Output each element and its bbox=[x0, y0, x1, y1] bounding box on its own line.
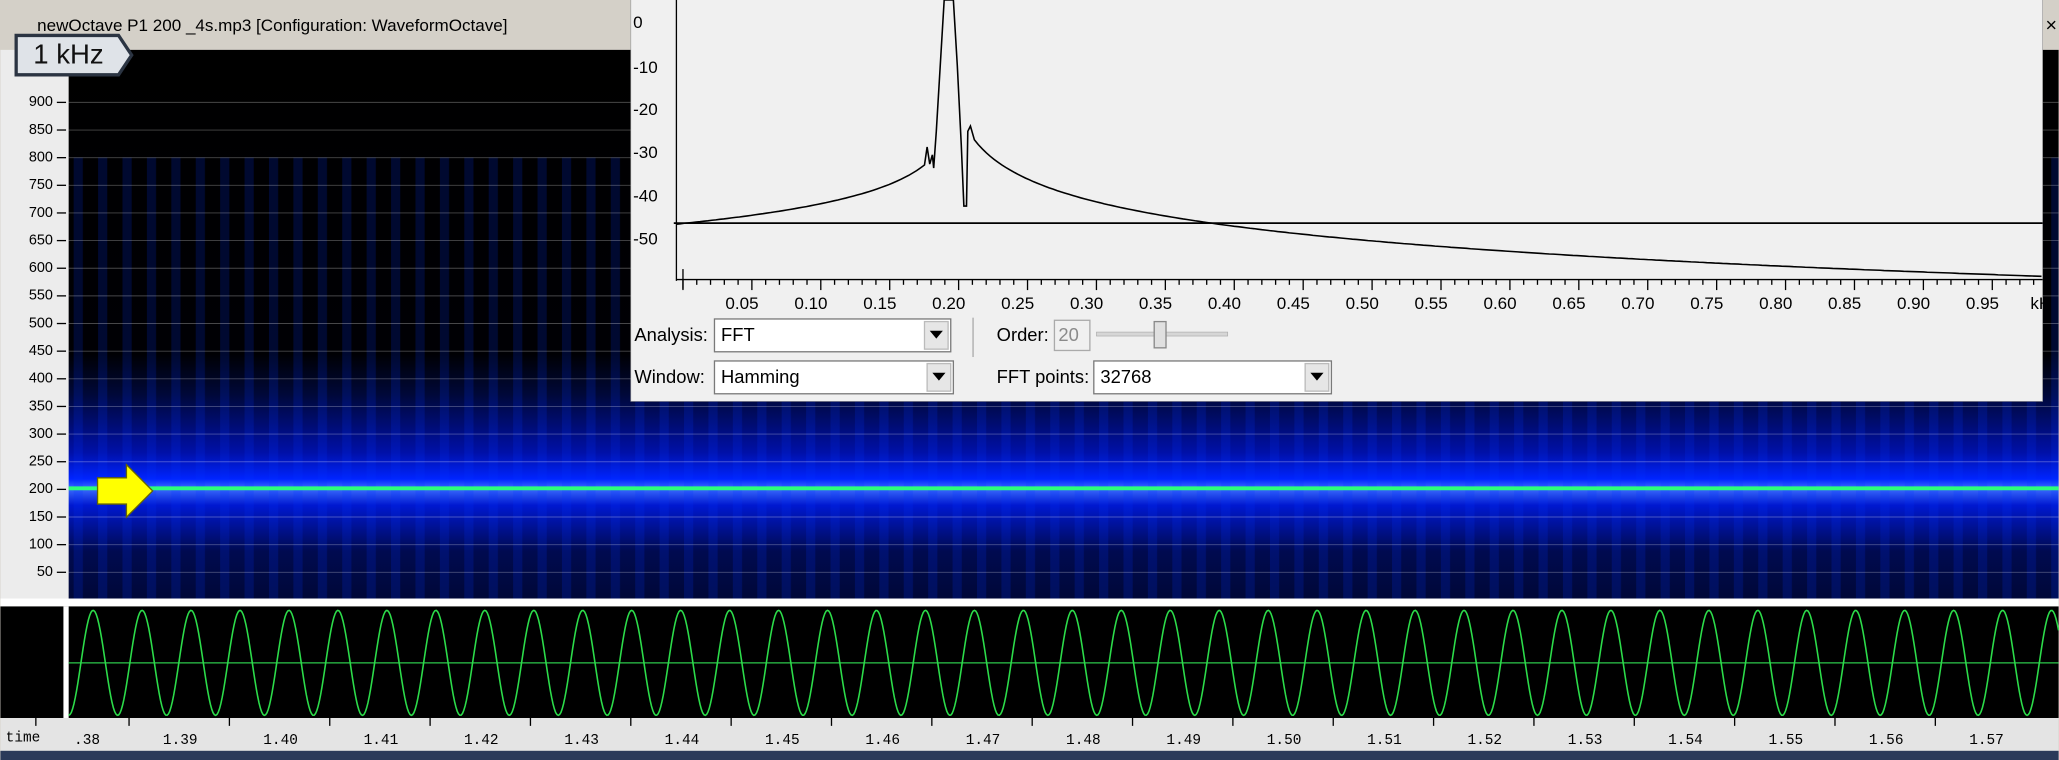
fft-x-label: 0.65 bbox=[1552, 294, 1585, 313]
fft-x-label: 0.30 bbox=[1070, 294, 1103, 313]
time-tick-label: 1.57 bbox=[1969, 733, 2004, 749]
fft-x-label: 0.70 bbox=[1621, 294, 1654, 313]
freq-label: 500 bbox=[29, 315, 53, 331]
order-label: Order: bbox=[997, 324, 1049, 345]
freq-label: 450 bbox=[29, 343, 53, 359]
waveform-cursor bbox=[63, 606, 69, 718]
fft-x-label: 0.85 bbox=[1828, 294, 1861, 313]
separator bbox=[0, 598, 2059, 607]
time-tick-label: .38 bbox=[74, 733, 100, 749]
window-label: Window: bbox=[634, 366, 704, 387]
freq-label: 900 bbox=[29, 94, 53, 110]
fft-x-label: kHz bbox=[2030, 294, 2059, 313]
fft-points-label: FFT points: bbox=[997, 366, 1090, 387]
order-field[interactable] bbox=[1053, 319, 1091, 352]
fft-x-label: 0.60 bbox=[1483, 294, 1516, 313]
time-tick-label: 1.43 bbox=[564, 733, 599, 749]
fft-y-label: 0 bbox=[633, 13, 642, 32]
freq-label: 50 bbox=[37, 564, 53, 580]
fft-x-label: 0.25 bbox=[1001, 294, 1034, 313]
fft-points-value: 32768 bbox=[1100, 366, 1151, 387]
fft-x-label: 0.75 bbox=[1690, 294, 1723, 313]
freq-label: 800 bbox=[29, 149, 53, 165]
fft-y-label: -20 bbox=[633, 100, 658, 119]
time-tick-label: 1.47 bbox=[966, 733, 1001, 749]
time-tick-label: 1.55 bbox=[1769, 733, 1804, 749]
freq-label: 550 bbox=[29, 288, 53, 304]
close-button[interactable]: × bbox=[2045, 14, 2057, 36]
bottom-edge bbox=[0, 750, 2059, 760]
fft-x-label: 0.55 bbox=[1415, 294, 1448, 313]
freq-label: 150 bbox=[29, 509, 53, 525]
fft-y-label: -30 bbox=[633, 143, 658, 162]
freq-label: 750 bbox=[29, 177, 53, 193]
time-tick-label: 1.40 bbox=[263, 733, 298, 749]
badge-text: 1 kHz bbox=[33, 39, 103, 70]
time-tick-label: 1.42 bbox=[464, 733, 499, 749]
dropdown-arrow bbox=[929, 330, 943, 339]
time-tick-label: 1.46 bbox=[865, 733, 900, 749]
fft-x-label: 0.45 bbox=[1277, 294, 1310, 313]
time-tick-label: 1.44 bbox=[665, 733, 700, 749]
fft-x-label: 0.20 bbox=[932, 294, 965, 313]
fft-x-label: 0.50 bbox=[1346, 294, 1379, 313]
slider-thumb[interactable] bbox=[1153, 320, 1167, 349]
freq-label: 650 bbox=[29, 232, 53, 248]
time-label: time bbox=[6, 730, 41, 746]
dropdown-arrow bbox=[1310, 372, 1324, 381]
fft-y-label: -40 bbox=[633, 186, 658, 205]
time-tick-label: 1.49 bbox=[1166, 733, 1201, 749]
time-tick-label: 1.51 bbox=[1367, 733, 1402, 749]
analysis-value: FFT bbox=[721, 324, 755, 345]
freq-label: 600 bbox=[29, 260, 53, 276]
analysis-combo[interactable] bbox=[713, 318, 952, 353]
fft-x-label: 0.80 bbox=[1759, 294, 1792, 313]
fft-points-combo[interactable] bbox=[1093, 360, 1333, 395]
badge bbox=[14, 33, 134, 77]
fft-x-label: 0.15 bbox=[863, 294, 896, 313]
fft-x-label: 0.05 bbox=[725, 294, 758, 313]
fft-x-label: 0.90 bbox=[1897, 294, 1930, 313]
freq-ruler bbox=[0, 49, 69, 602]
freq-label: 300 bbox=[29, 426, 53, 442]
window-value: Hamming bbox=[721, 366, 800, 387]
dropdown-arrow bbox=[932, 372, 946, 381]
fft-y-label: -10 bbox=[633, 58, 658, 77]
time-tick-label: 1.54 bbox=[1668, 733, 1703, 749]
analysis-label: Analysis: bbox=[634, 324, 707, 345]
freq-label: 250 bbox=[29, 454, 53, 470]
window-combo[interactable] bbox=[713, 360, 955, 395]
time-tick-label: 1.50 bbox=[1267, 733, 1302, 749]
time-tick-label: 1.41 bbox=[364, 733, 399, 749]
time-tick-label: 1.53 bbox=[1568, 733, 1603, 749]
freq-label: 200 bbox=[29, 481, 53, 497]
freq-label: 100 bbox=[29, 536, 53, 552]
fft-y-label: -50 bbox=[633, 230, 658, 249]
time-tick-label: 1.39 bbox=[163, 733, 198, 749]
spectrum-dialog: 0 -10 -20 -30 -40 -50 0.05 0.10 0.15 0.20 0.25 0.30… bbox=[630, 0, 2059, 402]
time-tick-label: 1.48 bbox=[1066, 733, 1101, 749]
fft-x-label: 0.10 bbox=[794, 294, 827, 313]
fft-x-label: 0.40 bbox=[1208, 294, 1241, 313]
fft-x-label: 0.35 bbox=[1139, 294, 1172, 313]
fft-x-label: 0.95 bbox=[1966, 294, 1999, 313]
window-title: newOctave P1 200 _4s.mp3 [Configuration:… bbox=[37, 16, 507, 35]
time-tick-label: 1.56 bbox=[1869, 733, 1904, 749]
freq-label: 400 bbox=[29, 371, 53, 387]
arrow-marker bbox=[96, 463, 154, 519]
freq-label: 350 bbox=[29, 398, 53, 414]
spectrum-curve bbox=[676, 0, 2042, 278]
time-tick-label: 1.52 bbox=[1467, 733, 1502, 749]
time-ruler bbox=[0, 717, 2059, 751]
freq-label: 850 bbox=[29, 122, 53, 138]
waveform bbox=[68, 609, 2059, 717]
freq-label: 700 bbox=[29, 205, 53, 221]
order-value: 20 bbox=[1058, 324, 1078, 345]
time-tick-label: 1.45 bbox=[765, 733, 800, 749]
